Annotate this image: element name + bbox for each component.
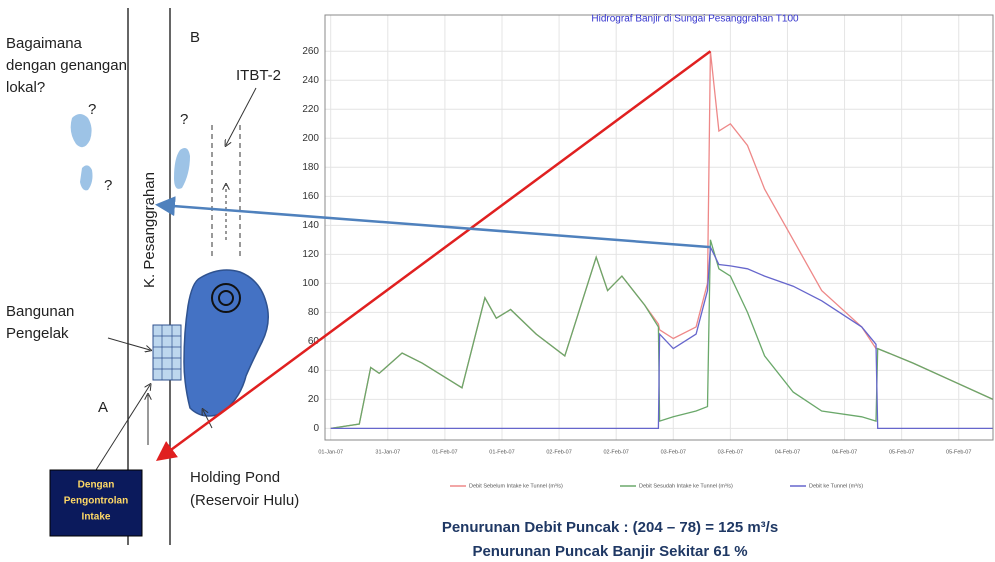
question-mark: ? — [104, 177, 112, 194]
diversion-label: Bangunan — [6, 303, 74, 320]
x-tick-label: 02-Feb-07 — [546, 449, 571, 455]
series-line — [331, 51, 993, 428]
pointer — [96, 385, 150, 470]
label-b: B — [190, 29, 200, 46]
x-tick-label: 02-Feb-07 — [603, 449, 628, 455]
legend-label: Debit Sesudah Intake ke Tunnel (m³/s) — [639, 483, 733, 489]
pointer — [108, 338, 150, 350]
x-tick-label: 01-Feb-07 — [432, 449, 457, 455]
river-label: K. Pesanggrahan — [141, 172, 158, 288]
legend-label: Debit ke Tunnel (m³/s) — [809, 483, 863, 489]
summary-text: Penurunan Puncak Banjir Sekitar 61 % — [472, 543, 747, 560]
puddle — [71, 114, 92, 147]
diversion-label: Pengelak — [6, 325, 69, 342]
y-tick-label: 0 — [313, 423, 319, 434]
annotation-arrow — [160, 205, 710, 247]
y-tick-label: 80 — [308, 307, 320, 318]
x-tick-label: 05-Feb-07 — [889, 449, 914, 455]
series-line — [331, 247, 993, 428]
y-tick-label: 240 — [302, 75, 319, 86]
y-tick-label: 220 — [302, 104, 319, 115]
puddle — [174, 148, 190, 189]
x-tick-label: 03-Feb-07 — [718, 449, 743, 455]
y-tick-label: 120 — [302, 249, 319, 260]
y-tick-label: 40 — [308, 365, 320, 376]
puddle — [80, 165, 93, 190]
x-tick-label: 31-Jan-07 — [375, 449, 400, 455]
question-mark: ? — [180, 111, 188, 128]
y-tick-label: 140 — [302, 220, 319, 231]
diversion-structure — [153, 325, 181, 380]
summary-text: Penurunan Debit Puncak : (204 – 78) = 12… — [442, 519, 778, 536]
question-text: Bagaimana — [6, 35, 83, 52]
x-tick-label: 04-Feb-07 — [832, 449, 857, 455]
tunnel-label: ITBT-2 — [236, 67, 281, 84]
question-text: lokal? — [6, 79, 45, 96]
question-text: dengan genangan — [6, 57, 127, 74]
box-text: Pengontrolan — [64, 496, 128, 507]
y-tick-label: 180 — [302, 162, 319, 173]
question-mark: ? — [88, 101, 96, 118]
box-text: Intake — [82, 512, 111, 523]
box-text: Dengan — [78, 480, 115, 491]
plot — [325, 15, 993, 440]
x-tick-label: 05-Feb-07 — [946, 449, 971, 455]
y-tick-label: 20 — [308, 394, 320, 405]
y-tick-label: 160 — [302, 191, 319, 202]
y-tick-label: 260 — [302, 46, 319, 57]
x-tick-label: 03-Feb-07 — [661, 449, 686, 455]
y-tick-label: 100 — [302, 278, 319, 289]
pond-label: (Reservoir Hulu) — [190, 492, 299, 509]
series-line — [331, 240, 993, 429]
x-tick-label: 01-Jan-07 — [318, 449, 343, 455]
legend-label: Debit Sebelum Intake ke Tunnel (m³/s) — [469, 483, 563, 489]
page: Dengan Pengontrolan Intake Bagaimana den… — [0, 0, 995, 562]
x-tick-label: 04-Feb-07 — [775, 449, 800, 455]
y-tick-label: 200 — [302, 133, 319, 144]
x-tick-label: 01-Feb-07 — [489, 449, 514, 455]
pointer — [226, 88, 256, 145]
label-a: A — [98, 399, 108, 416]
pond-label: Holding Pond — [190, 469, 280, 486]
chart-title: Hidrograf Banjir di Sungai Pesanggrahan … — [591, 14, 799, 25]
